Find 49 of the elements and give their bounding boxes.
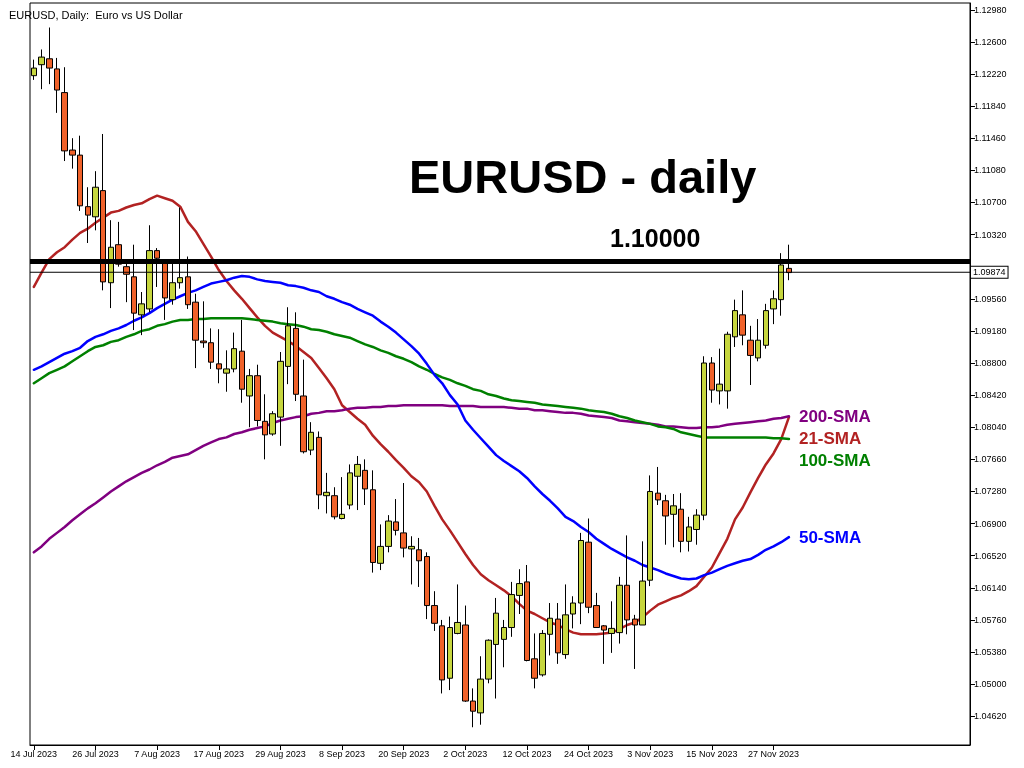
x-tick-label: 3 Nov 2023: [627, 748, 674, 759]
y-tick-label: 1.08420: [974, 390, 1007, 401]
x-tick-label: 29 Aug 2023: [255, 748, 306, 759]
y-tick-label: 1.12980: [974, 4, 1007, 15]
y-tick-label: 1.06520: [974, 550, 1007, 561]
line-series: [32, 316, 791, 441]
x-tick-label: 7 Aug 2023: [134, 748, 180, 759]
line-series: [32, 274, 791, 581]
x-tick-label: 20 Sep 2023: [378, 748, 430, 759]
x-tick-label: 12 Oct 2023: [502, 748, 552, 759]
x-tick-label: 14 Jul 2023: [10, 748, 58, 759]
x-tick-label: 15 Nov 2023: [686, 748, 738, 759]
series-label: 21-SMA: [798, 428, 862, 448]
y-tick-label: 1.12600: [974, 36, 1007, 47]
candlestick: [293, 311, 299, 402]
y-tick-label: 1.09180: [974, 325, 1007, 336]
x-tick-label: 17 Aug 2023: [193, 748, 245, 759]
series-label: 200-SMA: [798, 406, 871, 426]
y-tick-label: 1.10700: [974, 197, 1007, 208]
y-tick-label: 1.07280: [974, 486, 1007, 497]
x-tick-label: 2 Oct 2023: [443, 748, 488, 759]
y-tick-label: 1.11080: [974, 165, 1006, 176]
y-tick-label: 1.05000: [974, 679, 1007, 690]
series-label: 50-SMA: [798, 527, 862, 547]
y-tick-label: 1.05380: [974, 647, 1007, 658]
text: EURUSD, Daily: Euro vs US Dollar: [9, 8, 183, 21]
y-tick-label: 1.08040: [974, 422, 1007, 433]
x-tick-label: 8 Sep 2023: [319, 748, 366, 759]
series-label: 100-SMA: [798, 450, 871, 470]
candlestick: [763, 303, 769, 350]
y-tick-label: 1.07660: [974, 454, 1007, 465]
text: EURUSD - daily: [409, 150, 757, 203]
y-tick-label: 1.06900: [974, 518, 1007, 529]
ref-line-label: 1.09874: [973, 267, 1006, 278]
y-tick-label: 1.12220: [974, 68, 1007, 79]
x-tick-label: 24 Oct 2023: [564, 748, 614, 759]
y-tick-label: 1.10320: [974, 229, 1007, 240]
x-tick-label: 26 Jul 2023: [72, 748, 119, 759]
y-tick-label: 1.08800: [974, 358, 1007, 369]
candlestick: [439, 619, 445, 694]
y-tick-label: 1.05760: [974, 614, 1007, 625]
line-series: [32, 404, 791, 554]
y-tick-label: 1.06140: [974, 582, 1007, 593]
ref-line-label: 1.10000: [610, 224, 701, 253]
y-tick-label: 1.09560: [974, 293, 1007, 304]
x-tick-label: 27 Nov 2023: [748, 748, 800, 759]
y-tick-label: 1.11460: [974, 133, 1006, 144]
y-tick-label: 1.04620: [974, 711, 1007, 722]
y-tick-label: 1.11840: [974, 101, 1006, 112]
